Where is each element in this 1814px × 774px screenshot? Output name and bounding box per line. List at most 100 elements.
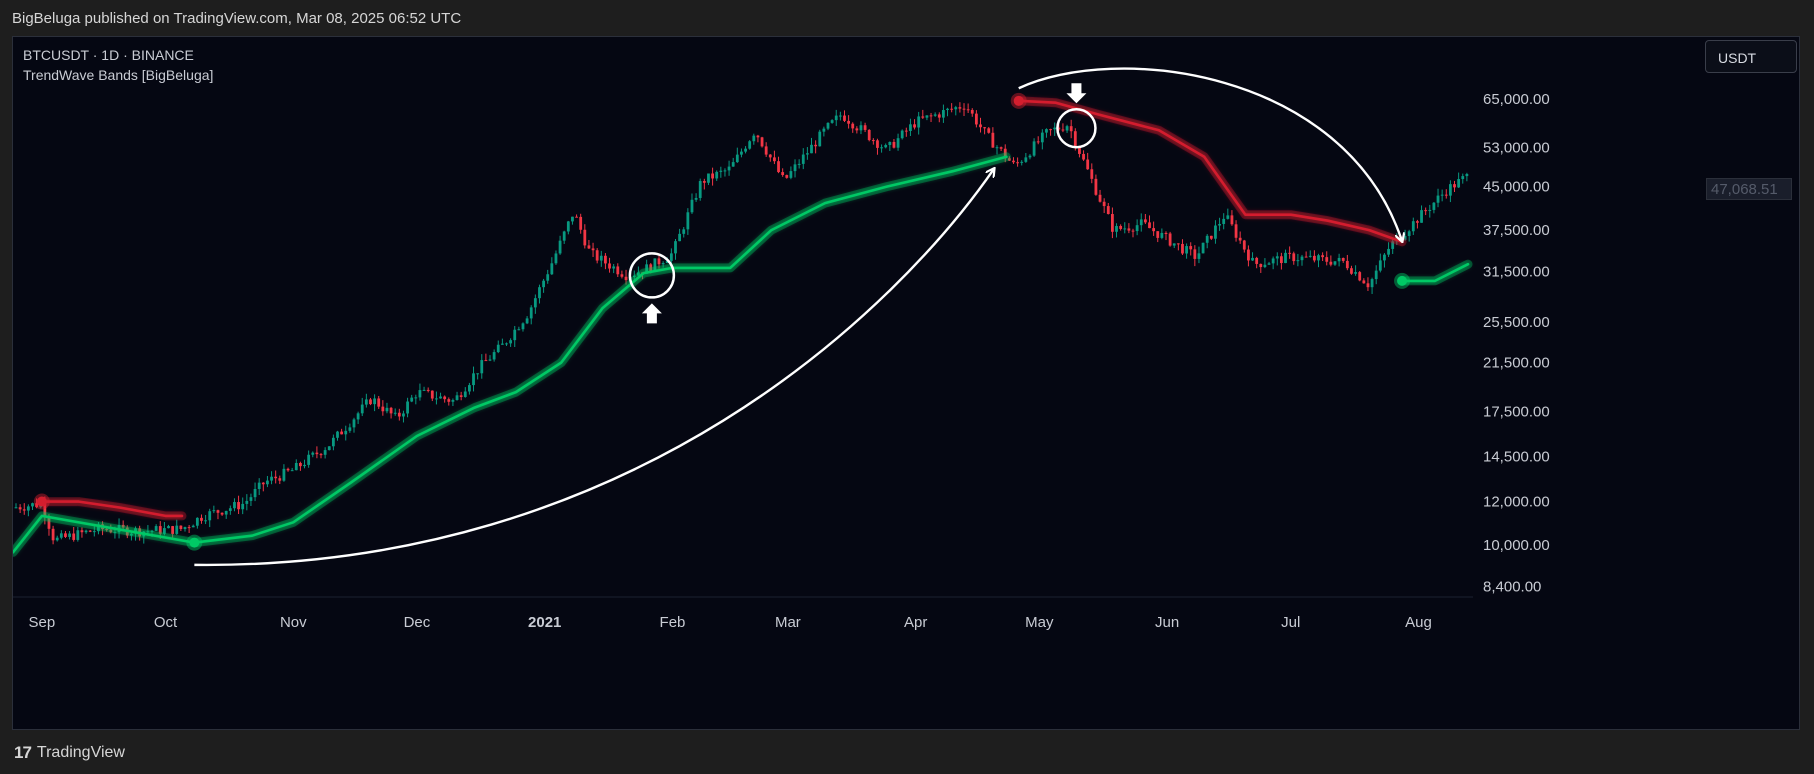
candle-body [1428,209,1432,211]
candle-body [933,114,937,116]
candle-body [1115,225,1118,232]
candle-body [1123,228,1127,230]
candle-body [805,153,809,155]
candle-body [220,512,224,515]
candle-body [871,140,875,142]
candle-body [1201,242,1205,254]
candle-body [35,503,39,508]
candle-body [146,531,150,533]
candle-body [1238,237,1242,241]
candle-body [319,454,323,456]
indicator-name: TrendWave Bands [BigBeluga] [23,67,214,83]
candle-body [1436,195,1440,203]
price-chart[interactable]: 65,000.00 53,000.00 45,000.00 37,500.00 31,5… [13,37,1800,730]
candle-body [591,248,595,251]
candle-body [455,395,459,400]
candle-body [1350,268,1353,274]
candle-body [1308,255,1312,257]
candle-body [1209,235,1213,239]
annotation-curved-arrow [1018,67,1402,241]
candle-body [801,154,805,164]
candle-body [587,245,591,249]
candle-body [467,385,471,392]
band_green_2-glow [1397,259,1473,286]
candle-body [1012,160,1015,163]
candle-body [109,529,113,533]
candle-body [307,454,311,465]
candles-group [14,102,1469,545]
candle-body [653,258,657,272]
footer: 17 TradingView [0,730,1814,774]
arrow-up-icon [641,303,662,324]
candle-body [1045,129,1048,133]
candle-body [1193,249,1197,259]
candle-body [167,526,170,529]
candle-body [521,323,525,330]
candle-body [744,148,747,152]
candle-body [1242,240,1246,250]
candle-body [538,287,541,299]
candle-body [748,141,752,149]
candle-body [92,531,96,533]
candle-body [261,482,265,485]
chart-pane[interactable]: 65,000.00 53,000.00 45,000.00 37,500.00 31,5… [12,36,1800,730]
candle-body [426,389,430,391]
annotation-circle [628,252,676,299]
candle-body [274,476,278,479]
candle-body [566,221,570,232]
candle-body [245,500,249,504]
candle-body [983,127,987,129]
y-tick-label: 8,400.00 [1483,579,1541,596]
tradingview-brand[interactable]: 17 TradingView [14,743,125,763]
candle-body [987,128,991,133]
candle-body [954,107,958,110]
candle-body [282,468,286,481]
candle-body [546,274,550,281]
candle-body [731,162,735,167]
candle-body [921,116,925,118]
candle-body [702,181,706,183]
candle-body [690,199,694,213]
candle-body [1321,255,1325,258]
candle-body [847,120,851,124]
candle-body [257,482,261,489]
candle-body [14,507,18,509]
candle-body [830,120,834,123]
candle-body [1230,215,1234,225]
candle-body [72,533,76,540]
candle-body [674,241,677,254]
candle-body [84,530,88,533]
candle-body [212,510,216,512]
candle-body [356,413,360,420]
candle-body [1387,248,1390,255]
candle-body [369,399,372,405]
candle-body [604,255,607,264]
candle-body [649,264,653,272]
candle-body [393,412,397,414]
candle-body [533,298,537,308]
candle-body [1317,255,1320,261]
candle-body [1053,127,1057,130]
y-tick-label: 17,500.00 [1483,404,1550,421]
candle-body [397,412,401,417]
candle-body [237,502,240,510]
band_green_1-line [13,155,1008,554]
candle-body [612,266,616,269]
candle-body [525,318,529,324]
candle-body [315,452,319,455]
candle-body [785,175,789,178]
candle-body [1143,219,1147,223]
candle-body [216,510,220,513]
candle-body [171,526,175,534]
candle-body [290,470,294,472]
candle-body [789,171,793,178]
candle-body [476,373,480,375]
y-tick-label: 45,000.00 [1483,179,1550,196]
candle-body [183,527,187,530]
candle-body [105,529,109,531]
candle-body [1090,169,1094,179]
candle-body [1325,257,1329,262]
candle-body [1383,254,1386,261]
currency-button[interactable]: USDT [1705,40,1797,73]
x-tick-label: Jun [1155,614,1179,631]
